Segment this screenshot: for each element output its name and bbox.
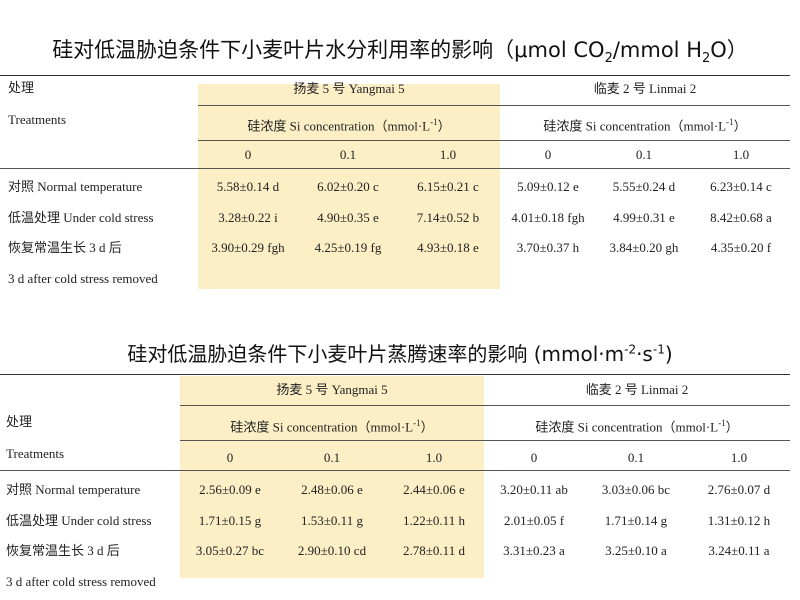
table2-cultivar-yangmai: 扬麦 5 号 Yangmai 5	[276, 382, 388, 397]
table2-cell: 3.20±0.11 ab	[500, 482, 568, 497]
table1-row-label-extra: 3 d after cold stress removed	[8, 271, 158, 286]
table2-cell: 1.71±0.15 g	[198, 513, 262, 528]
table2-row-label: 恢复常温生长 3 d 后	[6, 543, 120, 558]
table2-cultivar-rule	[180, 405, 790, 406]
table1-row-label: 恢复常温生长 3 d 后	[8, 240, 122, 255]
table1-si-header-yangmai: 硅浓度 Si concentration（mmol·L-1）	[247, 117, 451, 134]
table1-conc: 0.1	[635, 147, 653, 162]
table2-header-rule	[0, 470, 790, 471]
table1-cell: 6.02±0.20 c	[317, 179, 379, 194]
table1-cell: 4.93±0.18 e	[417, 240, 479, 255]
table1-highlight-yangmai	[198, 84, 500, 289]
table1-row-label: 对照 Normal temperature	[8, 179, 143, 194]
table2-row-label-en: Treatments	[6, 446, 65, 461]
table2-cell: 1.22±0.11 h	[403, 513, 465, 528]
table1-cell: 4.99±0.31 e	[613, 210, 675, 225]
table1-conc: 1.0	[732, 147, 750, 162]
table2-cell: 2.90±0.10 cd	[297, 543, 367, 558]
table1-cultivar-linmai: 临麦 2 号 Linmai 2	[593, 81, 697, 96]
table1-cell: 5.09±0.12 e	[517, 179, 579, 194]
table2-row-label: 低温处理 Under cold stress	[6, 513, 152, 528]
table2-conc: 0	[226, 450, 234, 465]
table2-cell: 2.44±0.06 e	[403, 482, 465, 497]
table2-cell: 2.78±0.11 d	[403, 543, 465, 558]
table1-cell: 3.90±0.29 fgh	[211, 240, 285, 255]
table2-title: 硅对低温胁迫条件下小麦叶片蒸腾速率的影响 (mmol·m-2·s-1)	[127, 342, 673, 366]
table2-row-label-cn: 处理	[6, 414, 33, 429]
table2-cell: 1.31±0.12 h	[707, 513, 771, 528]
table2-cell: 2.01±0.05 f	[503, 513, 565, 528]
table2-si-header-linmai: 硅浓度 Si concentration（mmol·L-1）	[535, 418, 739, 435]
table2-conc: 1.0	[425, 450, 443, 465]
table1-cell: 4.25±0.19 fg	[314, 240, 382, 255]
table2-row-label: 对照 Normal temperature	[6, 482, 141, 497]
table2-conc: 0	[530, 450, 538, 465]
table2-cell: 1.71±0.14 g	[604, 513, 668, 528]
table2-top-rule	[0, 374, 790, 375]
table1-row-label: 低温处理 Under cold stress	[8, 210, 154, 225]
table1-cultivar-yangmai: 扬麦 5 号 Yangmai 5	[293, 81, 405, 96]
table1-si-rule	[198, 140, 790, 141]
table2-si-header-yangmai: 硅浓度 Si concentration（mmol·L-1）	[230, 418, 434, 435]
table1-cell: 6.23±0.14 c	[710, 179, 772, 194]
table2-cell: 3.24±0.11 a	[708, 543, 770, 558]
table2-conc: 0.1	[627, 450, 645, 465]
table1-cell: 3.28±0.22 i	[218, 210, 278, 225]
table1-cell: 8.42±0.68 a	[710, 210, 772, 225]
table2-cell: 1.53±0.11 g	[301, 513, 363, 528]
table1-cell: 4.35±0.20 f	[710, 240, 772, 255]
table2-conc: 0.1	[323, 450, 341, 465]
table1-cell: 5.55±0.24 d	[612, 179, 676, 194]
table1-row-label-cn: 处理	[8, 80, 35, 95]
table1-conc: 1.0	[439, 147, 457, 162]
table2-cell: 2.56±0.09 e	[199, 482, 261, 497]
table2-highlight-yangmai	[180, 376, 484, 578]
table2-cell: 2.48±0.06 e	[301, 482, 363, 497]
table1-si-header-linmai: 硅浓度 Si concentration（mmol·L-1）	[543, 117, 747, 134]
table2-cultivar-linmai: 临麦 2 号 Linmai 2	[585, 382, 689, 397]
table1-conc: 0.1	[339, 147, 357, 162]
table1-header-rule	[0, 168, 790, 169]
table1-top-rule	[0, 75, 790, 76]
table1-cell: 6.15±0.21 c	[417, 179, 479, 194]
table2-cell: 3.25±0.10 a	[605, 543, 667, 558]
table2-si-rule	[180, 440, 790, 441]
table1-conc: 0	[244, 147, 252, 162]
table2-conc: 1.0	[730, 450, 748, 465]
table2-row-label-extra: 3 d after cold stress removed	[6, 574, 156, 589]
table1-row-label-en: Treatments	[8, 112, 67, 127]
table2-cell: 3.05±0.27 bc	[195, 543, 265, 558]
table1-title: 硅对低温胁迫条件下小麦叶片水分利用率的影响（μmol CO2/mmol H2O）	[52, 38, 748, 67]
table1-cell: 3.84±0.20 gh	[609, 240, 679, 255]
table2-cell: 3.31±0.23 a	[503, 543, 565, 558]
table1-cell: 3.70±0.37 h	[516, 240, 580, 255]
table2-cell: 2.76±0.07 d	[707, 482, 771, 497]
table1-cell: 5.58±0.14 d	[216, 179, 280, 194]
table1-cell: 7.14±0.52 b	[416, 210, 480, 225]
table1-conc: 0	[544, 147, 552, 162]
table1-cultivar-rule	[198, 105, 790, 106]
table1-cell: 4.90±0.35 e	[317, 210, 379, 225]
table2-cell: 3.03±0.06 bc	[601, 482, 671, 497]
table1-cell: 4.01±0.18 fgh	[511, 210, 585, 225]
